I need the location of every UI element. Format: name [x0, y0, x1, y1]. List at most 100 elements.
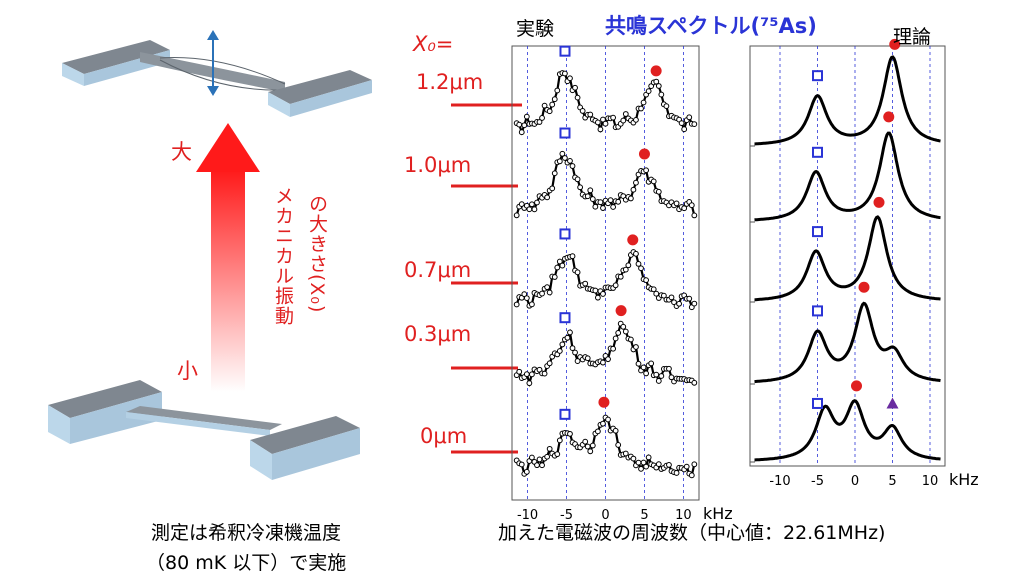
dot-marker — [889, 38, 901, 50]
experiment-data-point — [521, 122, 528, 129]
experiment-data-point — [569, 163, 576, 169]
experiment-data-point — [600, 116, 606, 123]
amplitude-label-3: 0.7μm — [404, 258, 472, 282]
experiment-data-point — [594, 119, 601, 126]
theory-tick-label: 10 — [921, 474, 939, 489]
experiment-data-point — [673, 470, 680, 476]
experiment-data-point — [638, 105, 644, 112]
experiment-data-point — [544, 194, 551, 201]
experiment-data-point — [556, 258, 563, 265]
experiment-data-point — [561, 70, 568, 77]
experiment-data-point — [600, 205, 606, 211]
experiment-data-point — [572, 349, 578, 356]
experiment-data-point — [643, 370, 650, 377]
dot-marker — [851, 380, 862, 392]
experiment-data-point — [617, 273, 624, 280]
experiment-data-point — [523, 371, 530, 378]
experiment-data-point — [518, 461, 525, 468]
experiment-data-point — [633, 116, 639, 123]
experiment-data-point — [615, 330, 622, 336]
experiment-data-point — [584, 193, 591, 200]
experiment-data-point — [518, 201, 525, 208]
arrow-caption-line2: の大きさ(X₀) — [306, 194, 328, 314]
experiment-data-point — [607, 197, 614, 204]
experiment-data-point — [655, 461, 662, 468]
experiment-data-point — [559, 341, 566, 348]
amplitude-header: X₀= — [413, 32, 454, 56]
experiment-data-point — [668, 374, 675, 381]
experiment-data-point — [534, 199, 540, 206]
dot-marker — [883, 111, 895, 123]
square-marker — [559, 312, 571, 324]
experiment-data-point — [648, 360, 655, 367]
experiment-data-point — [638, 265, 644, 272]
experiment-data-point — [539, 462, 545, 469]
experiment-data-point — [660, 292, 667, 299]
experiment-data-point — [584, 355, 591, 362]
experiment-data-point — [655, 188, 662, 195]
experiment-data-point — [564, 334, 571, 341]
experiment-data-point — [633, 250, 639, 257]
experiment-data-point — [658, 91, 665, 98]
experiment-data-point — [546, 289, 553, 296]
dot-marker — [858, 281, 870, 293]
experiment-data-point — [589, 442, 596, 449]
experiment-data-point — [630, 186, 637, 193]
experiment-data-point — [587, 111, 594, 118]
experiment-data-point — [622, 266, 629, 273]
experiment-data-point — [551, 170, 558, 177]
arrow-caption-line1: メカニカル振動 — [272, 186, 294, 326]
experiment-data-point — [622, 450, 629, 457]
square-marker — [812, 305, 823, 317]
experiment-data-point — [536, 119, 543, 125]
experiment-data-point — [635, 260, 642, 267]
experiment-data-point — [683, 463, 690, 470]
theory-label: 理論 — [893, 26, 932, 48]
experiment-data-point — [597, 126, 604, 133]
experiment-data-point — [610, 204, 617, 210]
experiment-data-point — [625, 262, 632, 269]
experiment-data-point — [610, 345, 617, 352]
experiment-data-point — [556, 158, 563, 165]
experiment-data-point — [592, 287, 599, 294]
experiment-data-point — [516, 121, 523, 128]
experiment-data-point — [554, 87, 561, 94]
experiment-data-point — [663, 103, 670, 110]
experiment-data-point — [691, 379, 698, 386]
experiment-data-point — [622, 328, 629, 335]
experiment-axis-unit: kHz — [703, 504, 733, 523]
experiment-data-point — [691, 300, 698, 307]
dot-marker — [598, 396, 610, 408]
amplitude-bars — [451, 103, 522, 454]
experiment-data-point — [597, 199, 604, 206]
experiment-data-point — [513, 212, 520, 219]
arrow-label-small: 小 — [177, 359, 198, 383]
experiment-data-point — [582, 438, 589, 445]
device-vibrating-icon — [62, 30, 372, 117]
experiment-data-point — [523, 113, 530, 120]
experiment-data-point — [574, 358, 581, 364]
experiment-data-point — [643, 463, 650, 470]
square-marker — [812, 397, 823, 409]
theory-series-line — [754, 215, 941, 302]
experiment-data-point — [567, 430, 573, 437]
experiment-data-point — [559, 262, 566, 269]
amplitude-label-2: 1.0μm — [404, 153, 472, 177]
theory-tick-label: -10 — [769, 474, 791, 489]
experiment-label: 実験 — [516, 18, 555, 40]
experiment-tick-label: 0 — [601, 508, 610, 523]
experiment-data-point — [544, 284, 551, 291]
experiment-data-point — [630, 455, 637, 462]
experiment-data-point — [612, 427, 619, 434]
experiment-data-point — [561, 155, 568, 161]
theory-axis-unit: kHz — [949, 470, 979, 489]
experiment-data-point — [653, 371, 660, 378]
experiment-data-point — [574, 176, 581, 183]
square-marker — [812, 146, 823, 158]
square-marker — [812, 70, 823, 82]
experiment-data-point — [554, 264, 561, 271]
square-marker — [812, 226, 823, 238]
theory-tick-label: -5 — [811, 474, 824, 489]
experiment-data-point — [582, 280, 589, 287]
